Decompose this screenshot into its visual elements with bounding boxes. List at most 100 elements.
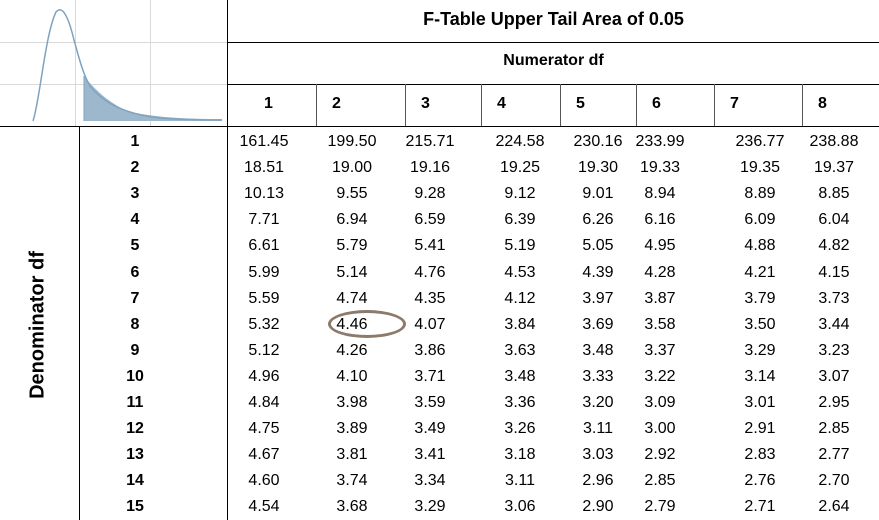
- col-header: 7: [730, 95, 739, 112]
- row-header: 3: [130, 185, 140, 203]
- row-header: 14: [126, 472, 144, 490]
- table-cell: 4.39: [582, 263, 614, 281]
- table-cell: 4.12: [504, 289, 536, 307]
- table-cell: 3.11: [505, 472, 535, 490]
- row-header: 15: [126, 498, 144, 516]
- table-cell: 4.74: [336, 289, 368, 307]
- row-header: 11: [126, 394, 144, 411]
- table-cell: 3.68: [336, 498, 368, 516]
- table-cell: 19.33: [639, 159, 681, 177]
- table-cell: 6.04: [818, 211, 850, 229]
- table-cell: 9.12: [504, 185, 536, 203]
- table-cell: 5.32: [248, 315, 280, 333]
- col-header: 4: [497, 95, 506, 112]
- table-cell: 2.91: [744, 420, 776, 438]
- table-cell: 3.11: [583, 420, 613, 438]
- table-cell: 6.61: [248, 237, 280, 255]
- table-cell: 5.14: [336, 263, 368, 281]
- table-cell: 4.07: [414, 315, 446, 333]
- table-cell: 4.53: [504, 263, 536, 281]
- table-cell: 4.35: [414, 289, 446, 307]
- table-cell: 3.86: [414, 341, 446, 359]
- table-cell: 6.39: [504, 211, 536, 229]
- row-header: 1: [130, 133, 140, 150]
- table-cell: 2.76: [744, 472, 776, 490]
- main-vertical-rule: [227, 0, 228, 520]
- row-header: 8: [130, 315, 140, 333]
- table-cell: 3.34: [414, 472, 446, 490]
- numerator-df-label: Numerator df: [503, 52, 604, 69]
- row-header: 13: [126, 446, 144, 464]
- side-label-rule: [79, 126, 80, 520]
- table-cell: 2.90: [582, 498, 614, 516]
- table-cell: 4.88: [744, 237, 776, 255]
- table-cell: 3.58: [644, 315, 676, 333]
- table-cell: 5.19: [504, 237, 536, 255]
- table-cell: 3.84: [504, 315, 536, 333]
- row-header: 9: [130, 341, 140, 359]
- table-cell: 6.59: [414, 211, 446, 229]
- table-cell: 230.16: [573, 133, 623, 150]
- table-cell: 7.71: [248, 211, 280, 229]
- table-cell: 3.06: [504, 498, 536, 516]
- table-cell: 3.09: [644, 394, 676, 411]
- table-cell: 8.85: [818, 185, 850, 203]
- table-cell: 6.26: [582, 211, 614, 229]
- table-cell: 2.83: [744, 446, 776, 464]
- table-cell: 19.16: [409, 159, 451, 177]
- col-header: 6: [652, 95, 661, 112]
- table-cell: 3.69: [582, 315, 614, 333]
- table-cell: 8.89: [744, 185, 776, 203]
- table-cell: 6.09: [744, 211, 776, 229]
- table-cell: 215.71: [405, 133, 455, 150]
- table-cell: 5.41: [414, 237, 446, 255]
- col-header: 8: [818, 95, 827, 112]
- table-cell: 161.45: [239, 133, 289, 150]
- table-cell: 3.63: [504, 341, 536, 359]
- table-cell: 8.94: [644, 185, 676, 203]
- col-header: 1: [264, 95, 273, 112]
- table-cell: 4.54: [248, 498, 280, 516]
- table-cell: 2.70: [818, 472, 850, 490]
- table-cell: 4.84: [248, 394, 280, 411]
- title-underline: [227, 42, 879, 43]
- table-cell: 4.67: [248, 446, 280, 464]
- col-header: 3: [421, 95, 430, 112]
- table-cell: 224.58: [495, 133, 545, 150]
- table-cell: 9.01: [582, 185, 614, 203]
- table-cell: 5.79: [336, 237, 368, 255]
- table-cell: 3.36: [504, 394, 536, 411]
- table-cell: 4.60: [248, 472, 280, 490]
- table-cell: 2.85: [644, 472, 676, 490]
- table-cell: 3.20: [582, 394, 614, 411]
- f-distribution-curve: [32, 9, 223, 122]
- row-header: 6: [130, 263, 140, 281]
- table-cell: 2.92: [644, 446, 676, 464]
- header-underline: [0, 126, 879, 127]
- table-cell: 3.14: [744, 367, 776, 385]
- table-cell: 3.71: [414, 367, 446, 385]
- row-header: 7: [130, 289, 140, 307]
- table-cell: 3.87: [644, 289, 676, 307]
- table-cell: 3.74: [336, 472, 368, 490]
- row-header: 5: [130, 237, 140, 255]
- table-cell: 4.10: [336, 367, 368, 385]
- table-cell: 4.26: [336, 341, 368, 359]
- table-cell: 4.76: [414, 263, 446, 281]
- table-cell: 4.82: [818, 237, 850, 255]
- table-cell: 233.99: [635, 133, 685, 150]
- table-cell: 3.73: [818, 289, 850, 307]
- table-cell: 4.28: [644, 263, 676, 281]
- table-cell: 238.88: [809, 133, 859, 150]
- table-cell: 2.95: [818, 394, 850, 411]
- table-cell: 3.50: [744, 315, 776, 333]
- table-cell: 2.71: [744, 498, 776, 516]
- table-cell: 3.81: [336, 446, 368, 464]
- table-cell: 3.59: [414, 394, 446, 411]
- table-cell: 2.77: [818, 446, 850, 464]
- table-cell: 4.96: [248, 367, 280, 385]
- table-cell: 3.03: [582, 446, 614, 464]
- table-cell: 18.51: [243, 159, 285, 177]
- table-cell: 5.12: [248, 341, 280, 359]
- table-title: F-Table Upper Tail Area of 0.05: [423, 9, 684, 29]
